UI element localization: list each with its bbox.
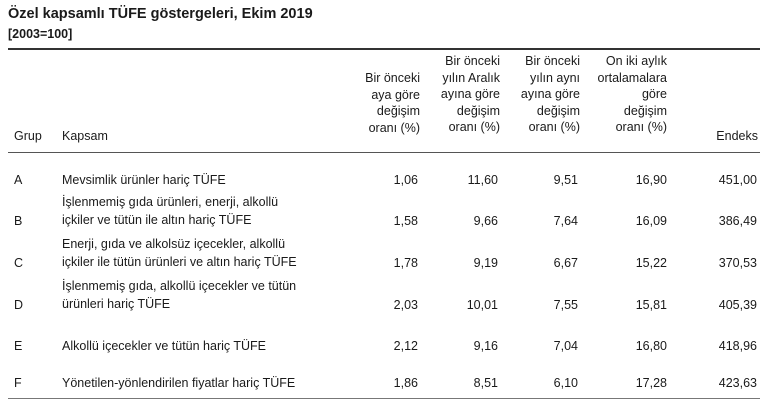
twelve-month-change-cell: 16,90 — [635, 173, 667, 187]
december-change-cell: 8,51 — [473, 376, 498, 390]
monthly-change-cell: 2,03 — [393, 298, 418, 312]
kapsam-cell: Yönetilen-yönlendirilen fiyatlar hariç T… — [62, 376, 296, 390]
twelve-month-change-cell: 16,09 — [635, 214, 667, 228]
endeks-cell: 451,00 — [718, 173, 757, 187]
endeks-cell: 423,63 — [718, 376, 757, 390]
december-change-cell: 9,66 — [473, 214, 498, 228]
table-title: Özel kapsamlı TÜFE göstergeleri, Ekim 20… — [8, 6, 313, 22]
monthly-change-cell: 1,58 — [393, 214, 418, 228]
december-change-cell: 9,16 — [473, 339, 498, 353]
twelve-month-change-cell: 15,22 — [635, 256, 667, 270]
annual-change-cell: 9,51 — [553, 173, 578, 187]
annual-change-cell: 6,67 — [553, 256, 578, 270]
bottom-rule — [8, 398, 760, 399]
header-col-annual: Bir önceki yılın aynı ayına göre değişim… — [520, 54, 580, 135]
december-change-cell: 9,19 — [473, 256, 498, 270]
monthly-change-cell: 1,78 — [393, 256, 418, 270]
kapsam-cell: İşlenmemiş gıda ürünleri, enerji, alkoll… — [62, 195, 279, 227]
grup-cell: D — [14, 298, 24, 312]
grup-cell: C — [14, 256, 24, 270]
annual-change-cell: 6,10 — [553, 376, 578, 390]
kapsam-cell: Enerji, gıda ve alkolsüz içecekler, alko… — [62, 237, 297, 269]
header-col-twelve-month: On iki aylık ortalamalara göre değişim o… — [597, 54, 667, 135]
twelve-month-change-cell: 16,80 — [635, 339, 667, 353]
grup-cell: B — [14, 214, 23, 228]
twelve-month-change-cell: 15,81 — [635, 298, 667, 312]
december-change-cell: 11,60 — [467, 173, 498, 187]
header-kapsam: Kapsam — [62, 129, 108, 143]
endeks-cell: 405,39 — [718, 298, 757, 312]
table-subtitle: [2003=100] — [8, 27, 73, 41]
header-endeks: Endeks — [716, 129, 758, 143]
grup-cell: A — [14, 173, 23, 187]
annual-change-cell: 7,04 — [553, 339, 578, 353]
annual-change-cell: 7,55 — [553, 298, 578, 312]
grup-cell: E — [14, 339, 23, 353]
header-col-december: Bir önceki yılın Aralık ayına göre değiş… — [440, 54, 500, 135]
endeks-cell: 386,49 — [718, 214, 757, 228]
monthly-change-cell: 1,86 — [393, 376, 418, 390]
monthly-change-cell: 1,06 — [393, 173, 418, 187]
monthly-change-cell: 2,12 — [393, 339, 418, 353]
twelve-month-change-cell: 17,28 — [635, 376, 667, 390]
header-rule — [8, 152, 760, 153]
kapsam-cell: Mevsimlik ürünler hariç TÜFE — [62, 173, 226, 187]
kapsam-cell: İşlenmemiş gıda, alkollü içecekler ve tü… — [62, 279, 297, 311]
kapsam-cell: Alkollü içecekler ve tütün hariç TÜFE — [62, 339, 267, 353]
annual-change-cell: 7,64 — [553, 214, 578, 228]
endeks-cell: 418,96 — [718, 339, 757, 353]
grup-cell: F — [14, 376, 22, 390]
top-rule — [8, 48, 760, 50]
header-col-monthly: Bir önceki aya göre değişim oranı (%) — [365, 71, 420, 135]
endeks-cell: 370,53 — [718, 256, 757, 270]
december-change-cell: 10,01 — [466, 298, 498, 312]
header-grup: Grup — [14, 129, 42, 143]
